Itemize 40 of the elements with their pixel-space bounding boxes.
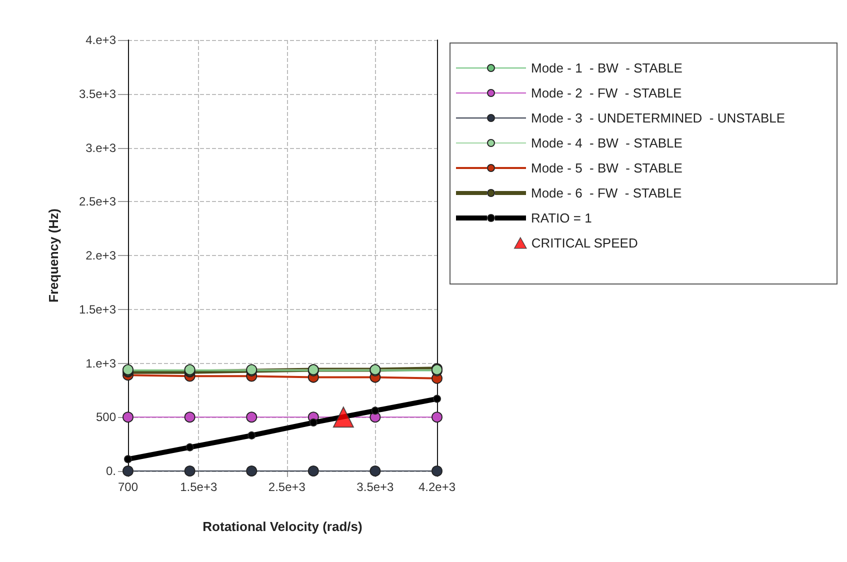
legend-label: Mode - 4 - BW - STABLE: [531, 136, 683, 150]
point: [186, 443, 194, 452]
y-tick-label: 3.5e+3: [78, 86, 116, 101]
point: [308, 466, 319, 476]
x-tick-label: 700: [118, 480, 138, 494]
y-tick-label: 2.e+3: [86, 248, 116, 262]
point: [246, 412, 258, 423]
y-tick-label: 2.5e+3: [78, 194, 116, 209]
legend-label: Mode - 2 - FW - STABLE: [531, 86, 682, 100]
legend-label: Mode - 3 - UNDETERMINED - UNSTABLE: [531, 110, 786, 126]
point: [332, 406, 354, 428]
point: [309, 418, 318, 427]
legend-label: Mode - 1 - BW - STABLE: [531, 60, 683, 76]
x-tick-label: 2.5e+3: [268, 480, 306, 494]
point: [184, 466, 196, 476]
point: [371, 406, 380, 415]
y-tick-label: 500: [96, 410, 116, 424]
y-tick-label: 4.e+3: [86, 33, 116, 47]
legend-label: CRITICAL SPEED: [531, 236, 638, 250]
legend-label: Mode - 5 - BW - STABLE: [531, 160, 683, 176]
point: [122, 412, 134, 423]
y-tick-label: 3.e+3: [86, 140, 116, 155]
x-tick-label: 3.5e+3: [356, 480, 394, 494]
point: [184, 412, 196, 423]
point: [432, 466, 442, 476]
point: [248, 431, 256, 440]
point: [246, 466, 258, 476]
point: [432, 412, 442, 423]
y-tick-label: 1.e+3: [86, 356, 116, 370]
x-tick-label: 1.5e+3: [180, 480, 218, 494]
x-tick-label: 4.2e+3: [418, 480, 456, 494]
legend-label: Mode - 6 - FW - STABLE: [531, 186, 682, 200]
legend-label: RATIO = 1: [531, 210, 592, 226]
point: [124, 455, 132, 464]
point: [370, 466, 381, 476]
x-axis-title: Rotational Velocity (rad/s): [202, 519, 362, 534]
y-tick-label: 0.: [106, 464, 116, 478]
point: [433, 394, 441, 403]
y-tick-label: 1.5e+3: [78, 302, 116, 316]
y-axis-title: Frequency (Hz): [46, 208, 61, 302]
